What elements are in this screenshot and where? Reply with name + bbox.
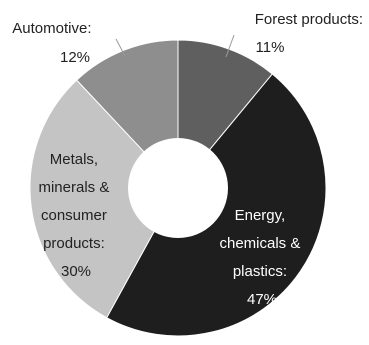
- donut-hole: [128, 138, 228, 238]
- label-energy-line3: plastics:: [233, 263, 287, 280]
- label-energy: Energy, chemicals & plastics: 47%: [219, 207, 304, 308]
- label-energy-line2: chemicals &: [219, 235, 300, 252]
- label-metals-line1: Metals,: [50, 151, 98, 168]
- leader-line-automotive: [115, 38, 126, 57]
- label-forest-line1: Forest products:: [255, 11, 363, 28]
- label-automotive: Automotive: 12%: [12, 20, 95, 66]
- label-metals-line4: products:: [43, 235, 105, 252]
- label-metals-line3: consumer: [41, 207, 107, 224]
- label-forest-products: Forest products: 11%: [255, 11, 368, 56]
- leader-line-forest: [225, 34, 235, 58]
- label-automotive-line1: Automotive:: [12, 20, 91, 37]
- label-metals-line5: 30%: [61, 263, 91, 280]
- label-metals: Metals, minerals & consumer products: 30…: [38, 151, 113, 280]
- label-energy-line4: 47%: [247, 291, 277, 308]
- slice-metals-minerals-consumer: [29, 79, 179, 319]
- label-automotive-line2: 12%: [60, 49, 90, 66]
- label-energy-line1: Energy,: [235, 207, 286, 224]
- label-metals-line2: minerals &: [38, 179, 109, 196]
- label-forest-line2: 11%: [256, 39, 285, 56]
